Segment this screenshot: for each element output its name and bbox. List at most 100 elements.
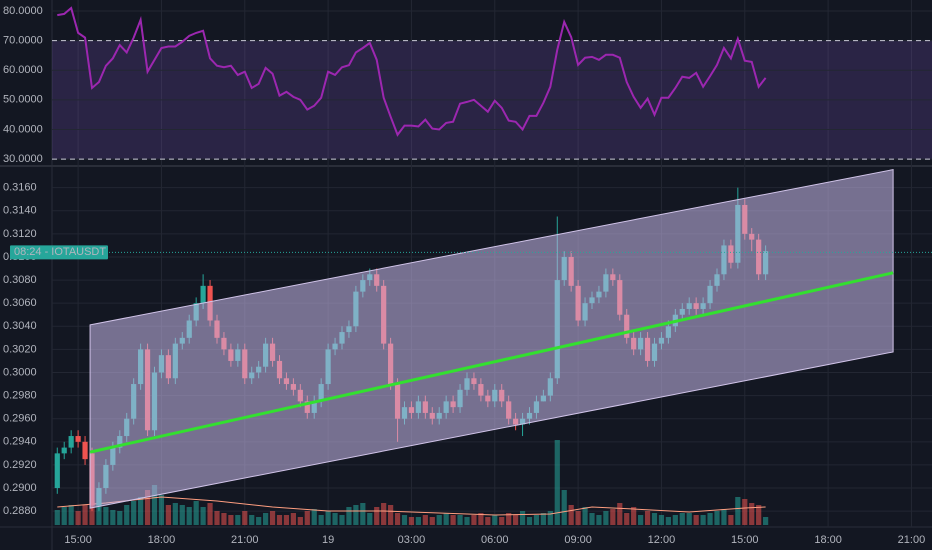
volume-bar (221, 513, 227, 525)
volume-bar (492, 515, 498, 525)
x-tick-label: 06:00 (481, 534, 509, 546)
y-tick-label: 0.3020 (3, 343, 37, 355)
volume-bar (346, 507, 352, 525)
volume-bar (165, 505, 171, 525)
y-tick-label: 40.0000 (3, 123, 43, 135)
volume-bar (172, 503, 178, 525)
volume-bar (478, 513, 484, 525)
channel-middle-line (89, 271, 894, 454)
volume-bar (540, 513, 546, 525)
volume-bar (464, 517, 470, 525)
volume-bar (679, 513, 685, 525)
volume-bar (144, 490, 151, 525)
volume-bar (89, 500, 95, 525)
x-tick-label: 21:00 (898, 534, 926, 546)
volume-bar (513, 515, 519, 525)
y-tick-label: 0.3120 (3, 228, 37, 240)
x-tick-label: 21:00 (231, 534, 259, 546)
y-tick-label: 0.2920 (3, 459, 37, 471)
volume-bar (596, 515, 602, 525)
volume-bar (547, 511, 553, 525)
volume-bar (103, 507, 109, 525)
volume-bar (304, 511, 310, 525)
volume-bar (283, 515, 290, 525)
volume-bar (367, 513, 373, 525)
x-tick-label: 15:00 (64, 534, 92, 546)
volume-bar (519, 511, 526, 525)
volume-bar (276, 515, 283, 525)
candle-body (68, 436, 74, 448)
volume-bar (325, 511, 331, 525)
volume-bar (554, 440, 560, 525)
y-tick-label: 0.3000 (3, 366, 37, 378)
channel-area (89, 169, 894, 509)
volume-bar (151, 485, 158, 525)
volume-bar (471, 515, 477, 525)
volume-bar (658, 515, 665, 525)
volume-bar (728, 515, 734, 525)
x-tick-label: 15:00 (731, 534, 759, 546)
volume-bar (353, 505, 359, 525)
volume-bar (575, 511, 581, 525)
volume-bar (617, 503, 623, 525)
volume-bar (742, 499, 748, 525)
volume-bar (631, 507, 637, 525)
volume-bar (603, 511, 609, 525)
volume-bar (138, 497, 144, 525)
volume-bar (624, 513, 630, 525)
volume-bar (332, 513, 338, 525)
y-tick-label: 30.0000 (3, 153, 43, 165)
volume-bar (672, 515, 678, 525)
volume-bar (214, 511, 220, 525)
volume-bar (408, 517, 415, 525)
volume-bar (693, 515, 699, 525)
volume-bar (235, 515, 241, 525)
volume-bar (707, 513, 713, 525)
volume-bar (644, 511, 651, 525)
volume-bar (249, 515, 255, 525)
volume-bar (269, 511, 276, 525)
candle-body (61, 447, 67, 454)
volume-bar (665, 517, 671, 525)
volume-bar (228, 515, 234, 525)
volume-bar (263, 513, 269, 525)
volume-bar (200, 507, 206, 525)
volume-bar (186, 507, 192, 525)
volume-bar (610, 509, 616, 525)
rsi-line (57, 6, 767, 137)
volume-bar (388, 505, 394, 525)
volume-bar (443, 513, 449, 525)
volume-ma-line (57, 496, 766, 516)
volume-bar (436, 515, 442, 525)
volume-bar (242, 511, 248, 525)
volume-bar (499, 517, 505, 525)
y-tick-label: 0.2880 (3, 505, 37, 517)
volume-bar (714, 511, 720, 525)
x-tick-label: 12:00 (648, 534, 676, 546)
y-tick-label: 0.2940 (3, 436, 37, 448)
candle-body (82, 441, 88, 460)
volume-bar (68, 505, 74, 525)
volume-bar (457, 515, 463, 525)
volume-bar (339, 515, 345, 525)
volume-bar (131, 501, 137, 525)
volume-bar (82, 505, 88, 525)
volume-bar (179, 505, 185, 525)
volume-bar (193, 501, 199, 525)
price-label: 08:24 - IOTAUSDT (14, 246, 106, 258)
volume-bar (158, 495, 165, 525)
volume-bar (749, 503, 755, 525)
volume-bar (700, 515, 706, 525)
volume-bar (506, 513, 512, 525)
volume-bar (54, 510, 60, 525)
candle-body (54, 453, 60, 489)
x-tick-label: 18:00 (148, 534, 176, 546)
volume-bar (207, 503, 213, 525)
y-tick-label: 60.0000 (3, 64, 43, 76)
volume-bar (735, 497, 741, 525)
volume-bar (450, 515, 456, 525)
y-tick-label: 0.3080 (3, 274, 37, 286)
volume-bar (721, 509, 727, 525)
